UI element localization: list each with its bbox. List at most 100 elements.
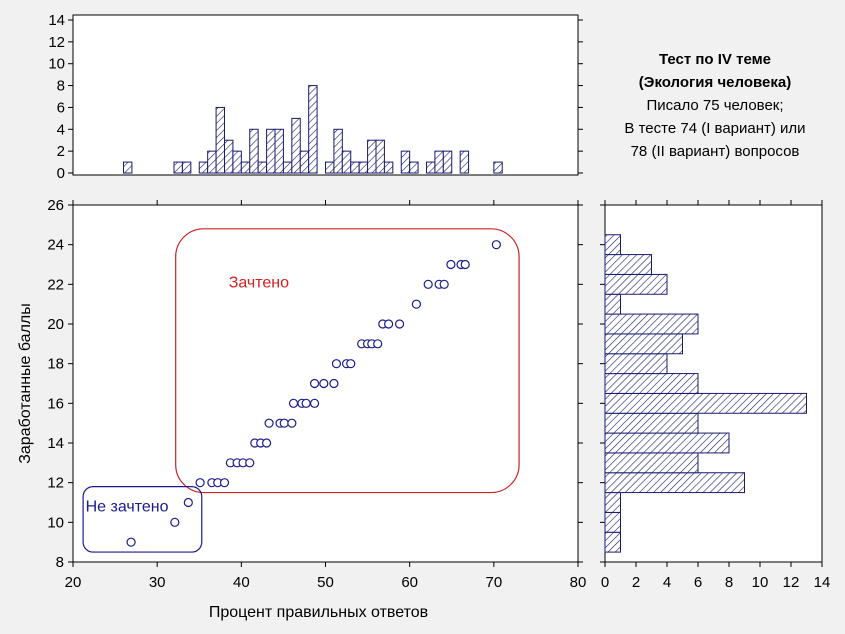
top-histogram-bar bbox=[442, 150, 453, 174]
top-histogram-bar bbox=[308, 85, 318, 174]
top-y-tick-label: 8 bbox=[57, 78, 65, 95]
top-histogram-bar bbox=[181, 161, 192, 174]
top-histogram-bar bbox=[434, 150, 444, 174]
right-x-tick-label: 12 bbox=[783, 574, 800, 591]
test-info-box: Тест по IV теме (Экология человека) Писа… bbox=[590, 48, 840, 163]
scatter-point bbox=[195, 478, 205, 488]
y-tick-label: 10 bbox=[47, 514, 64, 531]
passed-annotation-label: Зачтено bbox=[229, 274, 289, 291]
top-histogram-bar bbox=[409, 161, 419, 174]
top-histogram-bar bbox=[341, 150, 352, 174]
top-y-tick-label: 2 bbox=[57, 143, 65, 160]
top-y-tick-label: 0 bbox=[57, 165, 65, 182]
x-axis-label: Процент правильных ответов bbox=[209, 604, 428, 621]
scatter-point bbox=[411, 299, 421, 309]
scatter-point bbox=[394, 319, 405, 329]
y-tick-label: 18 bbox=[47, 356, 64, 373]
scatter-point bbox=[346, 359, 356, 369]
y-tick-label: 8 bbox=[56, 554, 64, 571]
x-tick-label: 50 bbox=[317, 574, 334, 591]
top-histogram-bar bbox=[198, 161, 209, 174]
failed-annotation-label: Не зачтено bbox=[86, 498, 169, 515]
right-x-tick-label: 6 bbox=[694, 574, 702, 591]
top-histogram-bar bbox=[358, 161, 369, 174]
scatter-point bbox=[446, 259, 456, 270]
top-histogram-bar bbox=[459, 150, 470, 174]
right-x-tick-label: 14 bbox=[814, 574, 831, 591]
right-histogram: 0 2 4 6 8 10 12 14 bbox=[600, 200, 830, 591]
right-histogram-bar bbox=[604, 333, 683, 355]
right-histogram-bar bbox=[604, 353, 668, 375]
top-histogram-bar bbox=[207, 150, 217, 174]
right-histogram-bar bbox=[604, 293, 621, 315]
scatter-point bbox=[423, 279, 433, 289]
scatter-point bbox=[329, 378, 339, 389]
info-line-variants: В тесте 74 (I вариант) или bbox=[624, 120, 806, 137]
right-histogram-bar bbox=[604, 531, 621, 553]
top-histogram-bar bbox=[173, 161, 183, 174]
scatter-point bbox=[331, 359, 342, 369]
top-histogram-bar bbox=[426, 161, 436, 174]
y-tick-label: 24 bbox=[47, 237, 64, 254]
top-histogram-bar bbox=[325, 161, 335, 174]
top-y-tick-label: 6 bbox=[57, 99, 65, 116]
top-y-tick-label: 12 bbox=[48, 34, 65, 51]
right-histogram-bar bbox=[604, 432, 730, 454]
y-tick-label: 12 bbox=[47, 475, 64, 492]
right-x-tick-label: 0 bbox=[601, 574, 609, 591]
scatter-plot: 20 30 40 50 60 70 80 8 10 12 14 16 18 20 22 24 26 Зачтено… bbox=[17, 197, 586, 621]
top-histogram-bar bbox=[123, 161, 133, 174]
top-histogram-bar bbox=[274, 128, 284, 174]
right-histogram-bar bbox=[604, 472, 745, 494]
y-tick-label: 14 bbox=[47, 435, 64, 452]
right-histogram-bar bbox=[604, 392, 807, 414]
scatter-point bbox=[219, 478, 230, 488]
top-histogram-bar bbox=[493, 161, 503, 174]
top-histogram-bar bbox=[257, 161, 268, 174]
x-tick-label: 30 bbox=[149, 574, 166, 591]
scatter-point bbox=[319, 378, 329, 389]
y-tick-label: 16 bbox=[47, 395, 64, 412]
top-histogram-bar bbox=[232, 150, 242, 174]
top-histogram-bar bbox=[375, 139, 385, 174]
scatter-point bbox=[309, 378, 320, 389]
scatter-point bbox=[279, 418, 289, 428]
top-histogram-bar bbox=[240, 161, 251, 174]
top-histogram-bar bbox=[291, 117, 301, 174]
failed-region-box bbox=[82, 486, 203, 553]
info-line-participants: Писало 75 человек; bbox=[646, 97, 784, 114]
scatter-point bbox=[439, 279, 449, 289]
scatter-point bbox=[264, 418, 274, 428]
y-tick-label: 22 bbox=[47, 276, 64, 293]
top-histogram-bar bbox=[224, 139, 234, 174]
x-tick-label: 60 bbox=[401, 574, 418, 591]
scatter-point bbox=[261, 438, 272, 448]
scatter-point bbox=[170, 517, 180, 527]
passed-region-box bbox=[175, 228, 520, 494]
scatter-point bbox=[301, 398, 311, 408]
x-tick-label: 20 bbox=[65, 574, 82, 591]
right-histogram-bar bbox=[604, 373, 699, 394]
scatter-point bbox=[126, 537, 136, 547]
top-histogram-bar bbox=[282, 161, 293, 174]
scatter-point bbox=[288, 398, 299, 408]
right-x-tick-label: 10 bbox=[752, 574, 769, 591]
top-y-tick-label: 4 bbox=[57, 121, 65, 138]
x-tick-label: 70 bbox=[485, 574, 502, 591]
top-histogram-bar bbox=[367, 139, 377, 174]
right-histogram-bar bbox=[604, 511, 621, 533]
right-histogram-bar bbox=[604, 313, 699, 335]
info-title-line2: (Экология человека) bbox=[638, 74, 792, 91]
top-histogram-frame bbox=[72, 14, 579, 176]
right-histogram-bar bbox=[604, 273, 668, 295]
top-histogram-bar bbox=[400, 150, 411, 174]
scatter-point bbox=[384, 319, 394, 329]
scatter-point bbox=[309, 398, 320, 408]
right-x-tick-label: 2 bbox=[632, 574, 640, 591]
info-line-questions: 78 (II вариант) вопросов bbox=[630, 143, 800, 160]
scatter-point bbox=[245, 458, 255, 468]
x-tick-label: 40 bbox=[233, 574, 250, 591]
scatter-point bbox=[287, 418, 297, 428]
right-x-tick-label: 8 bbox=[725, 574, 733, 591]
